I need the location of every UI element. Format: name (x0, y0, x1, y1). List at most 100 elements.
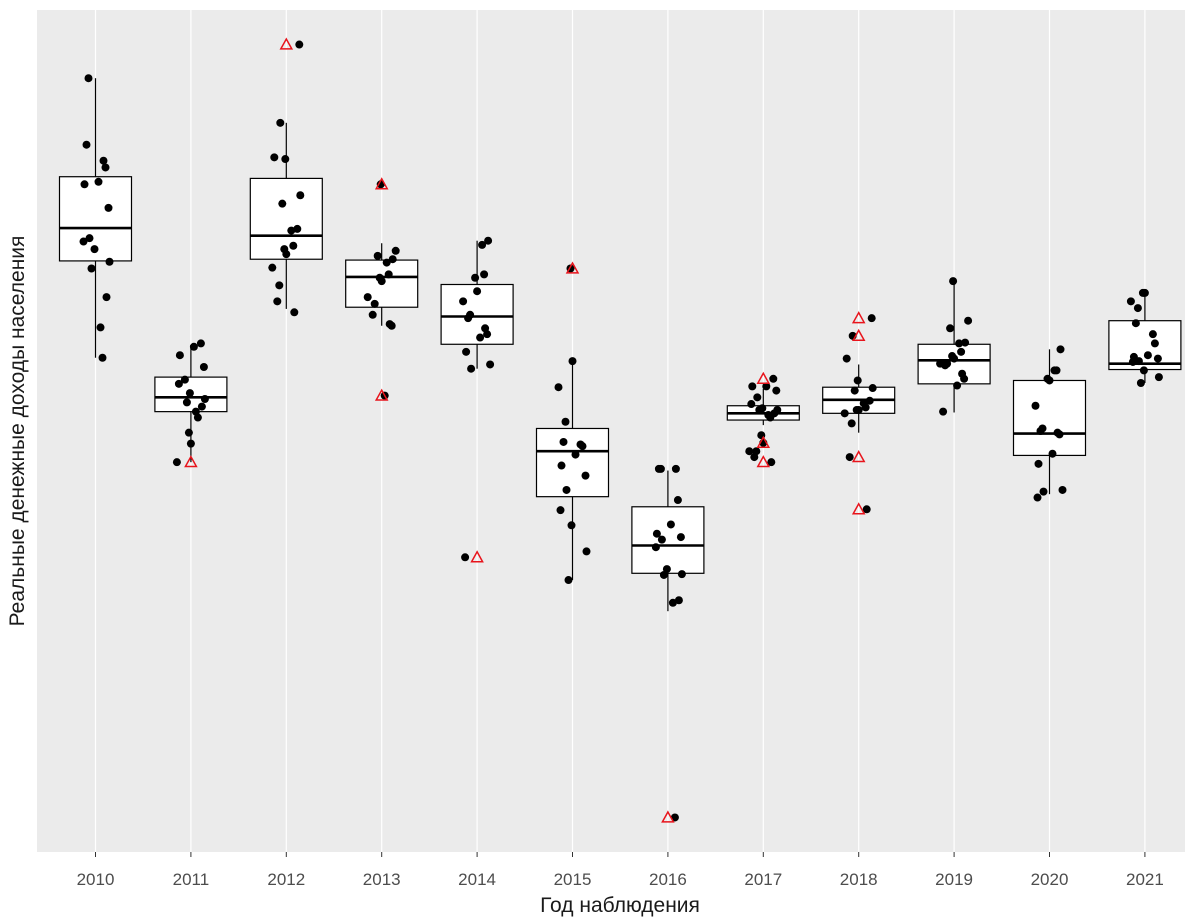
data-point-2011 (180, 375, 189, 384)
highlight-triangle-2018 (851, 450, 866, 463)
data-point-2010 (82, 140, 91, 149)
data-point-2016 (677, 570, 686, 579)
data-point-2019 (950, 354, 959, 363)
data-point-2014 (486, 360, 495, 369)
data-point-2018 (862, 505, 871, 514)
box-2015 (535, 427, 610, 498)
data-point-2011 (197, 402, 206, 411)
data-point-2014 (461, 553, 470, 562)
data-point-2020 (1052, 366, 1061, 375)
data-point-2011 (193, 413, 202, 422)
highlight-triangle-2012 (279, 37, 294, 50)
x-tick-label-2011: 2011 (173, 870, 210, 889)
data-point-2021 (1133, 304, 1142, 313)
data-point-2011 (186, 439, 195, 448)
data-point-2015 (562, 485, 571, 494)
data-point-2010 (99, 156, 108, 165)
data-point-2017 (753, 393, 762, 402)
data-point-2017 (748, 382, 757, 391)
x-tick-label-2018: 2018 (840, 870, 878, 889)
data-point-2016 (676, 533, 685, 542)
data-point-2018 (842, 354, 851, 363)
data-point-2018 (867, 314, 876, 323)
data-point-2012 (289, 241, 298, 250)
data-point-2010 (102, 293, 111, 302)
data-point-2021 (1126, 297, 1135, 306)
data-point-2012 (293, 224, 302, 233)
data-point-2014 (476, 333, 485, 342)
data-point-2014 (471, 273, 480, 282)
data-point-2014 (462, 347, 471, 356)
data-point-2017 (766, 413, 775, 422)
points-layer (79, 40, 1163, 822)
data-point-2015 (571, 450, 580, 459)
data-point-2021 (1139, 366, 1148, 375)
data-point-2012 (282, 250, 291, 259)
data-point-2010 (84, 74, 93, 83)
x-tick-label-2021: 2021 (1126, 870, 1164, 889)
data-point-2010 (79, 237, 88, 246)
data-point-2017 (750, 453, 759, 462)
data-point-2016 (671, 464, 680, 473)
data-point-2021 (1134, 357, 1143, 366)
data-point-2015 (559, 437, 568, 446)
data-point-2018 (853, 376, 862, 385)
y-axis-title: Реальные денежные доходы населения (6, 236, 29, 627)
data-point-2015 (578, 442, 587, 451)
data-point-2012 (278, 199, 287, 208)
data-point-2017 (747, 400, 756, 409)
data-point-2012 (268, 263, 277, 272)
highlight-triangle-2018 (851, 311, 866, 324)
data-point-2016 (659, 570, 668, 579)
data-point-2021 (1148, 330, 1157, 339)
data-point-2010 (94, 177, 103, 186)
data-point-2016 (666, 520, 675, 529)
data-point-2011 (184, 428, 193, 437)
x-tick-label-2015: 2015 (554, 870, 592, 889)
data-point-2021 (1128, 357, 1137, 366)
data-point-2020 (1034, 459, 1043, 468)
highlight-triangle-2016 (661, 810, 675, 823)
data-point-2010 (96, 323, 105, 332)
data-point-2018 (845, 453, 854, 462)
data-point-2010 (101, 163, 110, 172)
data-point-2010 (85, 234, 94, 243)
data-point-2014 (478, 240, 487, 249)
data-point-2020 (1036, 427, 1045, 435)
data-point-2019 (953, 381, 962, 390)
data-point-2014 (480, 270, 489, 279)
data-point-2019 (946, 324, 955, 333)
x-tick-label-2013: 2013 (363, 870, 401, 889)
data-point-2018 (854, 405, 863, 414)
data-point-2010 (90, 245, 99, 254)
data-point-2013 (388, 255, 397, 264)
data-point-2020 (1039, 487, 1048, 496)
data-point-2015 (554, 383, 563, 392)
data-point-2014 (464, 314, 473, 323)
highlight-triangle-2011 (184, 455, 198, 468)
data-point-2019 (949, 277, 958, 286)
data-point-2015 (564, 576, 573, 585)
data-point-2011 (200, 395, 209, 404)
data-point-2021 (1150, 339, 1159, 348)
data-point-2013 (384, 270, 393, 279)
data-point-2019 (941, 361, 950, 370)
data-point-2013 (373, 251, 382, 260)
highlight-triangle-2014 (470, 550, 484, 563)
data-point-2011 (182, 398, 191, 407)
data-point-2017 (769, 374, 778, 383)
data-point-2016 (674, 596, 683, 605)
data-point-2012 (276, 118, 285, 127)
x-tick-label-2014: 2014 (458, 870, 496, 889)
data-point-2011 (172, 458, 181, 467)
data-point-2015 (567, 521, 576, 530)
data-point-2017 (745, 447, 754, 456)
data-point-2010 (98, 353, 107, 362)
highlight-triangle-2017 (756, 455, 771, 468)
data-point-2018 (850, 386, 859, 395)
data-point-2012 (290, 308, 299, 317)
data-point-2018 (868, 384, 877, 393)
data-point-2015 (568, 357, 577, 366)
highlight-triangle-2017 (756, 371, 771, 384)
